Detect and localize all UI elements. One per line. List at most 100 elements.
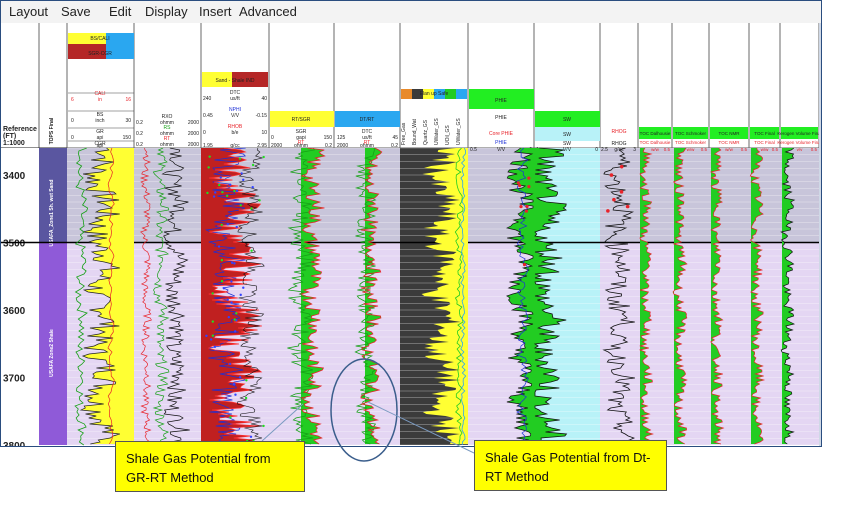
toc-scale: 0.5 — [741, 147, 748, 152]
core-phie-point — [519, 205, 523, 209]
litho-column-label: Quartz_GS — [423, 119, 429, 145]
depth-tick-label: 3700 — [3, 374, 26, 385]
poro-marker — [218, 183, 221, 187]
toc-fill — [673, 148, 687, 444]
gr-header-label: SGR-CGR — [88, 51, 112, 57]
poro-scale: 2.95 — [257, 143, 267, 149]
depth-tick-label: 3500 — [3, 239, 26, 250]
toc-header-label: TOC Dalhousie — [640, 131, 671, 136]
callout-gr-rt: Shale Gas Potential from GR-RT Method — [115, 441, 305, 492]
poro-marker — [232, 382, 236, 386]
toc-curve-label: TOC Final — [754, 140, 774, 145]
depth-tick-label: 3600 — [3, 306, 26, 317]
poro-scale: 0 — [203, 130, 206, 136]
gr-unit: api — [97, 143, 104, 149]
sw-unit: V/V — [563, 147, 572, 153]
cgr-curve — [74, 147, 89, 446]
poro-curve-label: NPHI — [229, 107, 241, 113]
poro-scale: -0.15 — [256, 113, 268, 119]
well-log-panel: Reference(FT)1:100034003500360037003800T… — [1, 23, 821, 446]
poro-marker — [213, 345, 217, 349]
dt-rt-scale: 0.2 — [391, 143, 398, 149]
res-curve-label: RXO — [162, 114, 173, 120]
poro-marker — [207, 166, 210, 169]
rt-sgr-unit: ohmm — [294, 143, 308, 149]
vertical-scrollbar[interactable] — [819, 23, 821, 446]
poro-marker — [220, 258, 224, 262]
menu-save[interactable]: Save — [61, 4, 91, 19]
menu-advanced[interactable]: Advanced — [239, 4, 297, 19]
menu-layout[interactable]: Layout — [9, 4, 49, 19]
poro-marker — [251, 185, 254, 189]
toc-fill — [639, 148, 653, 444]
poro-marker — [251, 163, 255, 167]
res-scale: 2000 — [188, 131, 199, 137]
menu-edit[interactable]: Edit — [109, 4, 132, 19]
toc-fill — [710, 148, 724, 444]
dt-rt-scale: 45 — [392, 135, 398, 141]
dt-rt-scale: 2000 — [337, 143, 348, 149]
poro-curve-label: RHOB — [228, 124, 243, 130]
dt-rt-header-swatch — [335, 111, 400, 127]
poro-marker — [235, 312, 238, 315]
gr-scale: 6 — [71, 97, 74, 103]
gr-curve-fill — [81, 148, 134, 444]
gr-curve-label: CGR — [94, 141, 106, 147]
toc-curve — [749, 147, 766, 445]
poro-unit: V/V — [231, 113, 240, 119]
rt-sgr-header-label: RT/SGR — [292, 117, 311, 123]
rhog-scale: 3 — [633, 147, 636, 153]
menu-insert[interactable]: Insert — [199, 4, 232, 19]
toc-curve-label: TOC Schmoker — [675, 140, 706, 145]
poro-marker — [250, 207, 253, 210]
rhog-core-point — [619, 164, 624, 169]
poro-marker — [228, 362, 232, 366]
poro-marker — [220, 280, 224, 283]
rt-sgr-curve-label: RT — [298, 140, 305, 146]
poro-marker — [230, 280, 233, 283]
res-unit: ohmm — [160, 142, 174, 148]
dt-rt-header-label: DT/RT — [360, 117, 375, 123]
poro-marker — [242, 178, 245, 182]
poro-marker — [227, 315, 231, 319]
rhog-scale: 2.5 — [601, 147, 608, 153]
tops-zone1-band — [39, 148, 67, 243]
phie-curve-label: PHIE — [495, 115, 507, 121]
poro-marker — [230, 261, 234, 264]
toc-header-swatch — [750, 127, 779, 139]
toc-unit: w/w — [725, 147, 734, 152]
dt-rt-unit: us/ft — [362, 135, 372, 141]
res-scale: 0.2 — [136, 120, 143, 126]
poro-marker — [233, 262, 236, 265]
menu-bar: Layout Save Edit Display Insert Advanced — [1, 1, 821, 24]
poro-marker — [219, 176, 222, 179]
poro-marker — [244, 396, 248, 400]
rhog-core-point — [612, 197, 616, 202]
toc-scale: 0.5 — [664, 147, 671, 152]
toc-curve-label: TOC Dalhousie — [640, 140, 671, 145]
poro-marker — [233, 189, 236, 193]
litho-legend-swatch — [423, 89, 434, 99]
litho-legend-swatch — [456, 89, 467, 99]
depth-header-text: 1:1000 — [3, 140, 25, 147]
toc-header-swatch — [673, 127, 708, 139]
toc-header-label: TOC Final — [754, 131, 774, 136]
rt-curve — [161, 147, 190, 445]
gr-unit: inch — [95, 118, 104, 124]
poro-marker — [221, 190, 224, 194]
toc-curve — [672, 147, 688, 445]
rt-sgr-header-swatch — [270, 111, 334, 127]
phie-header-label: PHIE — [495, 98, 507, 104]
poro-scale: 1.95 — [203, 143, 213, 149]
toc-curve-label: Kerogen Volume Final — [777, 140, 821, 145]
poro-marker — [209, 338, 213, 341]
core-phie-point — [516, 181, 520, 185]
poro-header-label: Sand - Shale IND — [216, 78, 255, 84]
menu-display[interactable]: Display — [145, 4, 188, 19]
rt-sgr-scale: 0.2 — [325, 143, 332, 149]
toc-scale: 0.5 — [701, 147, 708, 152]
litho-legend-swatch — [412, 89, 423, 99]
litho-water-curve — [460, 147, 467, 446]
poro-marker — [239, 293, 242, 297]
rhog-core-point — [625, 204, 630, 209]
